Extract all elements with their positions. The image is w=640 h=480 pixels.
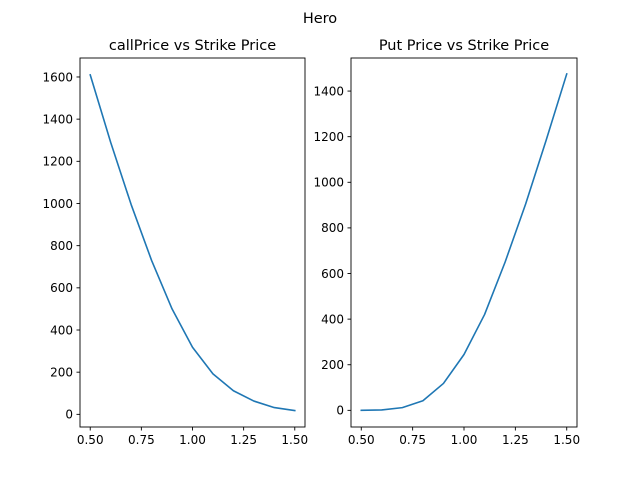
call-y-tick-label: 200: [50, 365, 73, 379]
call-y-tick-label: 800: [50, 239, 73, 253]
put-axes-frame: [350, 57, 578, 428]
put-y-tick-label: 400: [321, 312, 344, 326]
call-y-tick-label: 400: [50, 323, 73, 337]
call-y-tick-label: 600: [50, 281, 73, 295]
call-y-tick-label: 1600: [42, 70, 73, 84]
put-price-series-line: [360, 72, 568, 412]
put-price-subplot: Put Price vs Strike Price 0.50 0.75 1.00 1.2…: [313, 38, 580, 447]
call-x-tick-label: 0.75: [128, 433, 155, 447]
put-y-tick-label: 200: [321, 358, 344, 372]
call-x-tick-label: 0.50: [77, 433, 104, 447]
call-x-tick-label: 1.00: [179, 433, 206, 447]
put-y-tick-label: 1400: [313, 84, 344, 98]
call-chart-title: callPrice vs Strike Price: [109, 38, 276, 54]
call-price-series-line: [89, 73, 296, 412]
call-y-tick-label: 1200: [42, 155, 73, 169]
put-chart-title: Put Price vs Strike Price: [379, 38, 549, 54]
call-x-tick-label: 1.50: [281, 433, 308, 447]
put-y-tick-label: 1200: [313, 130, 344, 144]
call-price-subplot: callPrice vs Strike Price 0.50 0.75 1.00 1.2…: [42, 38, 308, 447]
put-x-tick-label: 1.00: [451, 433, 478, 447]
put-x-tick-label: 1.50: [553, 433, 580, 447]
call-y-tick-label: 0: [65, 408, 73, 422]
figure-suptitle: Hero: [303, 11, 337, 27]
put-y-tick-label: 0: [336, 404, 344, 418]
put-x-tick-label: 0.50: [348, 433, 375, 447]
call-y-tick-label: 1000: [42, 197, 73, 211]
call-x-tick-label: 1.25: [230, 433, 257, 447]
put-y-tick-label: 1000: [313, 176, 344, 190]
put-y-tick-label: 600: [321, 267, 344, 281]
put-x-tick-label: 1.25: [502, 433, 529, 447]
put-x-tick-label: 0.75: [399, 433, 426, 447]
call-y-tick-label: 1400: [42, 112, 73, 126]
call-axes-frame: [79, 57, 306, 428]
put-y-tick-label: 800: [321, 221, 344, 235]
